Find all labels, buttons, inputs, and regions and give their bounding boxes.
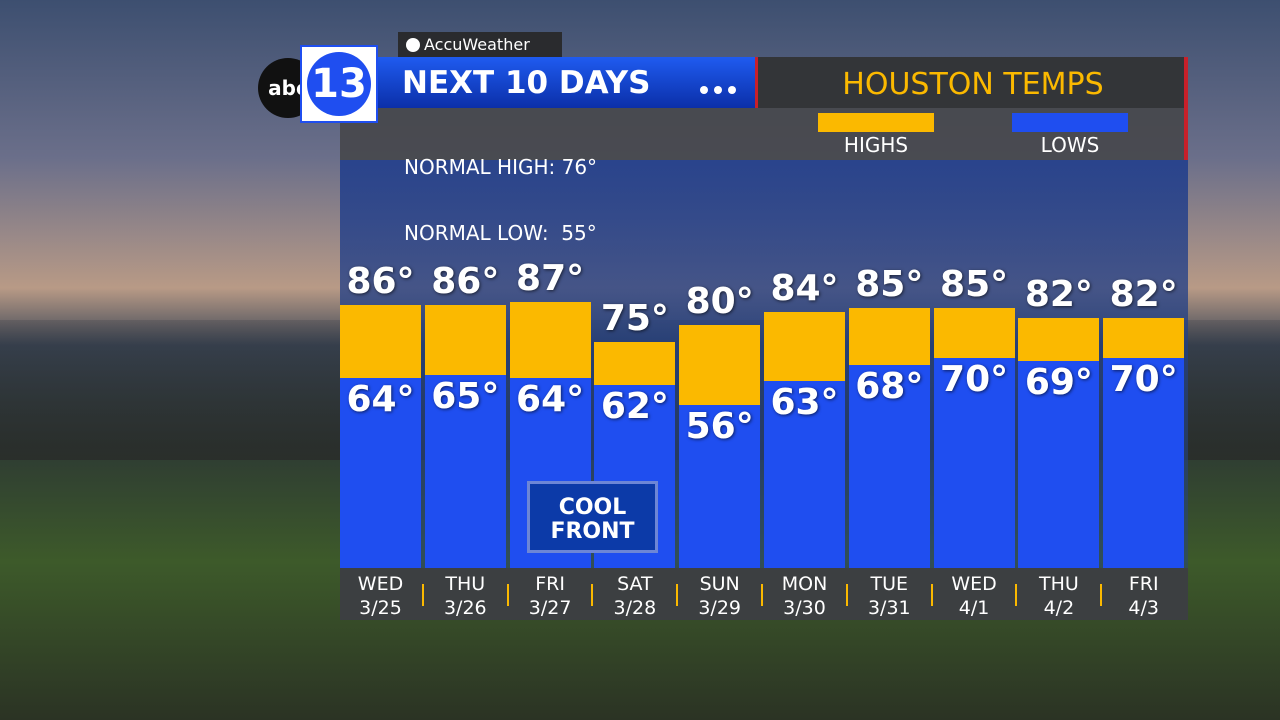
x-tick-label: FRI [535,573,565,595]
x-tick-label: MON [781,573,828,595]
low-label: 64° [516,379,585,421]
low-bar [933,358,1015,568]
high-bar [764,311,845,382]
edge-stripe [1184,57,1188,160]
high-bar [848,308,930,365]
dots [700,79,736,98]
x-tick-label: TUE [870,573,909,595]
separator [421,584,424,606]
normal-low: NORMAL LOW: 55° [404,221,597,245]
annotation: COOL FRONT [527,481,658,553]
x-tick-label: WED [357,573,404,595]
low-bar [424,374,506,568]
legend-label: HIGHS [843,133,909,157]
high-label: 85° [940,264,1009,306]
x-date-label: 3/29 [698,597,742,619]
low-bar [340,378,421,568]
low-bar [848,364,930,568]
low-bar [1103,358,1185,568]
low-label: 64° [346,379,415,421]
sun-icon [406,38,420,52]
legend-swatch [1012,113,1128,132]
high-bar [594,341,676,385]
high-label: 85° [855,264,924,306]
separator [930,584,933,606]
low-label: 69° [1024,362,1093,404]
legend-swatch [818,113,934,132]
x-date-label: 3/25 [359,597,402,619]
low-label: 63° [770,382,839,424]
x-date-label: 4/2 [1043,597,1075,619]
high-label: 87° [516,257,585,299]
x-tick-label: FRI [1128,573,1159,595]
low-label: 68° [855,365,924,407]
x-date-label: 3/27 [528,597,572,619]
separator [591,584,594,606]
separator [761,584,763,606]
low-label: 70° [940,359,1009,401]
logo-box: 13 [300,45,378,123]
logo-channel: 13 [307,52,371,116]
header-left: NEXT 10 DAYS [340,57,755,108]
high-label: 80° [685,280,754,322]
high-label: 75° [600,297,669,339]
low-label: 62° [600,385,669,427]
x-tick-label: WED [951,573,997,595]
x-date-label: 3/31 [867,597,911,619]
low-bar [764,381,845,568]
separator [676,584,679,606]
low-label: 56° [685,405,754,447]
header-right: HOUSTON TEMPS [755,57,1188,108]
high-bar [340,304,421,378]
region: HOUSTON TEMPS [842,67,1104,102]
x-tick-label: THU [1038,573,1079,595]
low-bar [679,404,761,568]
separator [1100,584,1103,606]
x-date-label: 4/3 [1128,597,1159,619]
separator [1015,584,1018,606]
x-date-label: 3/28 [613,597,657,619]
separator [506,584,509,606]
x-tick-label: SAT [617,573,653,595]
high-label: 84° [770,267,839,309]
normal-high: NORMAL HIGH: 76° [404,155,598,179]
x-date-label: 4/1 [958,597,990,619]
category-strip [340,568,1188,620]
high-bar [1103,318,1185,359]
x-tick-label: SUN [699,573,740,595]
high-label: 82° [1024,274,1093,316]
source: AccuWeather [424,35,530,54]
separator [845,584,848,606]
high-label: 86° [346,260,415,302]
source-tag: AccuWeather [398,32,562,57]
high-bar [1018,318,1100,362]
x-date-label: 3/26 [443,597,487,619]
subheader: NORMAL HIGH: 76° NORMAL LOW: 55° HIGHS LO… [340,108,1188,244]
high-bar [679,324,761,405]
high-label: 82° [1109,274,1178,316]
high-bar [424,304,506,375]
x-tick-label: THU [445,573,486,595]
x-date-label: 3/30 [783,597,826,619]
high-bar [933,308,1015,359]
legend-label: LOWS [1040,133,1100,157]
low-label: 70° [1109,359,1178,401]
high-label: 86° [431,260,500,302]
title: NEXT 10 DAYS [402,65,651,101]
high-bar [509,301,591,379]
low-label: 65° [431,375,500,417]
normals: NORMAL HIGH: 76° NORMAL LOW: 55° [404,112,597,288]
low-bar [1018,361,1100,568]
